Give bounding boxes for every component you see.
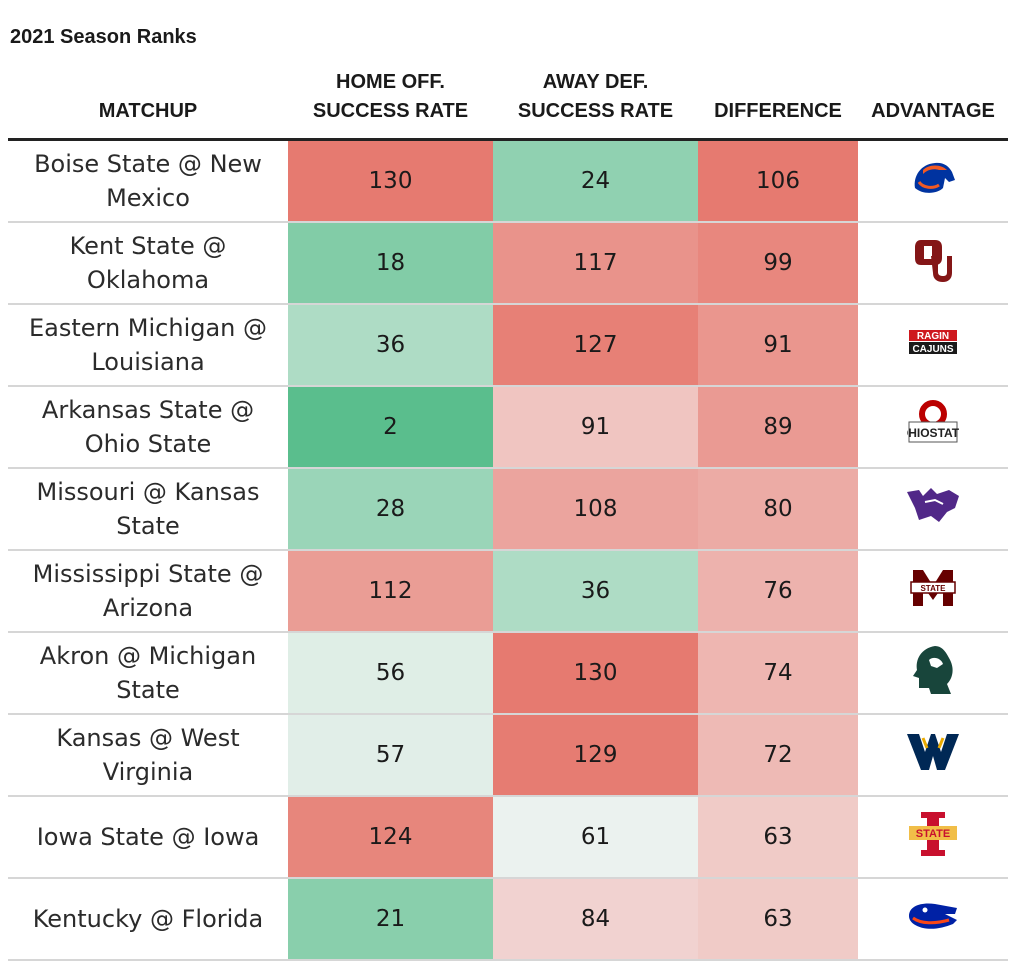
home-off-cell: 112 — [288, 550, 493, 633]
table-row: Missouri @ Kansas State 28 108 80 — [8, 468, 1008, 551]
ragin-cajuns-icon: RAGIN CAJUNS — [907, 327, 959, 363]
advantage-cell: OHIOSTATE — [858, 386, 1008, 469]
svg-text:RAGIN: RAGIN — [917, 331, 949, 342]
difference-cell: 80 — [698, 468, 858, 551]
home-off-cell: 36 — [288, 304, 493, 387]
matchup-cell: Kansas @ West Virginia — [8, 714, 288, 797]
header-away-def: AWAY DEF. SUCCESS RATE — [493, 68, 698, 140]
advantage-cell — [858, 468, 1008, 551]
matchup-cell: Missouri @ Kansas State — [8, 468, 288, 551]
table-row: Eastern Michigan @ Louisiana 36 127 91 RAGIN… — [8, 304, 1008, 387]
away-def-cell: 61 — [493, 796, 698, 879]
advantage-cell — [858, 714, 1008, 797]
header-advantage: ADVANTAGE — [871, 100, 995, 122]
home-off-cell: 130 — [288, 139, 493, 223]
header-matchup: MATCHUP — [98, 100, 198, 122]
home-off-cell: 28 — [288, 468, 493, 551]
west-virginia-wv-icon — [905, 730, 961, 780]
home-off-cell: 124 — [288, 796, 493, 879]
advantage-cell — [858, 222, 1008, 305]
table-row: Kent State @ Oklahoma 18 117 99 — [8, 222, 1008, 305]
matchup-cell: Arkansas State @ Ohio State — [8, 386, 288, 469]
difference-cell: 99 — [698, 222, 858, 305]
header-away-def-line1: AWAY DEF. — [542, 71, 649, 93]
difference-cell: 63 — [698, 878, 858, 961]
svg-text:STATE: STATE — [920, 584, 946, 593]
header-difference: DIFFERENCE — [714, 100, 842, 122]
boise-state-bronco-icon — [909, 158, 957, 204]
difference-cell: 89 — [698, 386, 858, 469]
away-def-cell: 129 — [493, 714, 698, 797]
header-home-off: HOME OFF. SUCCESS RATE — [288, 68, 493, 140]
difference-cell: 74 — [698, 632, 858, 715]
matchup-cell: Iowa State @ Iowa — [8, 796, 288, 879]
oklahoma-ou-icon — [913, 236, 953, 290]
home-off-cell: 57 — [288, 714, 493, 797]
difference-cell: 106 — [698, 139, 858, 223]
difference-cell: 63 — [698, 796, 858, 879]
svg-text:CAJUNS: CAJUNS — [912, 344, 953, 355]
away-def-cell: 24 — [493, 139, 698, 223]
michigan-state-spartan-icon — [909, 644, 957, 702]
table-row: Boise State @ New Mexico 130 24 106 — [8, 139, 1008, 223]
header-home-off-line2: SUCCESS RATE — [312, 100, 469, 122]
svg-text:OHIOSTATE: OHIOSTATE — [907, 426, 959, 440]
matchup-cell: Akron @ Michigan State — [8, 632, 288, 715]
table-row: Iowa State @ Iowa 124 61 63 STATE — [8, 796, 1008, 879]
advantage-cell: STATE — [858, 796, 1008, 879]
home-off-cell: 18 — [288, 222, 493, 305]
mississippi-state-icon: STATE — [907, 566, 959, 616]
header-away-def-line2: SUCCESS RATE — [517, 100, 674, 122]
advantage-cell: STATE — [858, 550, 1008, 633]
table-row: Akron @ Michigan State 56 130 74 — [8, 632, 1008, 715]
kansas-state-wildcat-icon — [905, 486, 961, 532]
home-off-cell: 56 — [288, 632, 493, 715]
difference-cell: 72 — [698, 714, 858, 797]
away-def-cell: 127 — [493, 304, 698, 387]
season-ranks-table: MATCHUP HOME OFF. SUCCESS RATE AWAY DEF.… — [8, 68, 1008, 961]
away-def-cell: 130 — [493, 632, 698, 715]
table-body: Boise State @ New Mexico 130 24 106 Kent Sta… — [8, 139, 1008, 961]
table-row: Kentucky @ Florida 21 84 63 — [8, 878, 1008, 961]
header-row: MATCHUP HOME OFF. SUCCESS RATE AWAY DEF.… — [8, 68, 1008, 140]
matchup-cell: Kent State @ Oklahoma — [8, 222, 288, 305]
away-def-cell: 36 — [493, 550, 698, 633]
difference-cell: 91 — [698, 304, 858, 387]
table-row: Mississippi State @ Arizona 112 36 76 STATE — [8, 550, 1008, 633]
away-def-cell: 108 — [493, 468, 698, 551]
iowa-state-icon: STATE — [907, 810, 959, 864]
advantage-cell: RAGIN CAJUNS — [858, 304, 1008, 387]
svg-text:STATE: STATE — [916, 828, 950, 840]
matchup-cell: Boise State @ New Mexico — [8, 139, 288, 223]
difference-cell: 76 — [698, 550, 858, 633]
away-def-cell: 117 — [493, 222, 698, 305]
home-off-cell: 21 — [288, 878, 493, 961]
matchup-cell: Kentucky @ Florida — [8, 878, 288, 961]
table-row: Kansas @ West Virginia 57 129 72 — [8, 714, 1008, 797]
florida-gator-icon — [905, 898, 961, 940]
matchup-cell: Mississippi State @ Arizona — [8, 550, 288, 633]
advantage-cell — [858, 632, 1008, 715]
away-def-cell: 91 — [493, 386, 698, 469]
advantage-cell — [858, 139, 1008, 223]
home-off-cell: 2 — [288, 386, 493, 469]
away-def-cell: 84 — [493, 878, 698, 961]
matchup-cell: Eastern Michigan @ Louisiana — [8, 304, 288, 387]
advantage-cell — [858, 878, 1008, 961]
header-home-off-line1: HOME OFF. — [336, 71, 445, 93]
ohio-state-icon: OHIOSTATE — [899, 400, 967, 454]
table-title: 2021 Season Ranks — [10, 26, 197, 48]
